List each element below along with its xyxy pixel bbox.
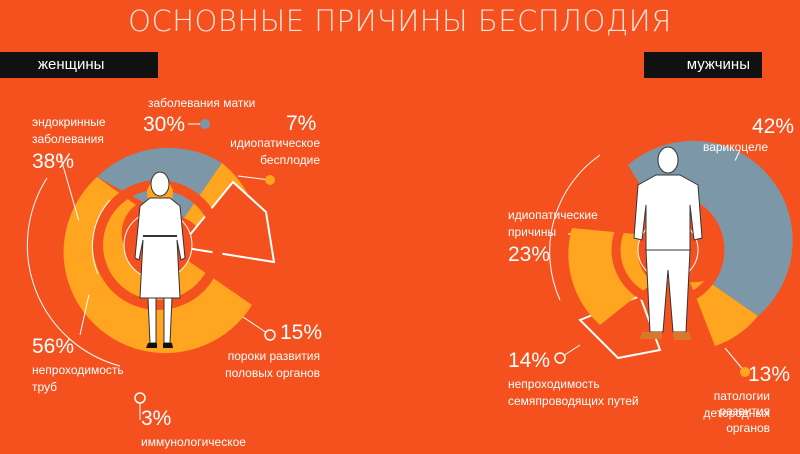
- women-value-uterus: 30%: [143, 113, 186, 136]
- women-dot-endocrine: [75, 220, 85, 230]
- women-dot-tubal: [85, 285, 95, 295]
- women-label-idiopathic-2: бесплодие: [260, 153, 320, 167]
- women-label-malformations-2: половых органов: [225, 366, 320, 380]
- women-dot-immuno: [134, 392, 146, 404]
- women-label-immuno: иммунологическое: [141, 435, 246, 449]
- man-trousers: [645, 249, 691, 333]
- women-dot-uterus: [200, 119, 210, 129]
- women-value-idiopathic: 7%: [286, 112, 317, 135]
- women-value-tubal: 56%: [32, 335, 75, 358]
- women-label-malformations-1: пороки развития: [227, 349, 320, 363]
- men-label-pathology-1: патологии развития: [713, 389, 770, 418]
- women-label-tubal-1: непроходимость: [32, 363, 124, 377]
- men-dot-idiopathic: [570, 229, 580, 239]
- men-label-idiopathic-2: причины: [508, 225, 557, 239]
- women-dot-idiopathic: [265, 175, 275, 185]
- tab-women: женщины: [0, 52, 158, 78]
- man-figure: [633, 146, 703, 340]
- men-value-pathology: 13%: [748, 363, 791, 386]
- women-value-immuno: 3%: [141, 407, 172, 430]
- women-outer-arc: [26, 177, 121, 367]
- women-dot-malformations: [264, 329, 276, 341]
- tab-men: мужчины: [644, 52, 762, 78]
- men-dot-varicocele: [728, 160, 738, 170]
- men-outer-arc: [549, 154, 601, 301]
- woman-head: [150, 171, 170, 197]
- men-label-obstruction-1: непроходимость: [508, 377, 600, 391]
- women-value-malformations: 15%: [280, 321, 323, 344]
- men-dot-obstruction: [554, 352, 566, 364]
- man-head: [657, 146, 679, 174]
- men-slice-pathology: [690, 280, 758, 346]
- men-label-obstruction-2: семяпроводящих путей: [508, 394, 639, 408]
- women-label-idiopathic-1: идиопатическое: [230, 136, 320, 150]
- women-slice-tubal: [64, 246, 252, 354]
- woman-figure: [134, 171, 186, 348]
- women-label-tubal-2: труб: [32, 380, 58, 394]
- man-shoes: [640, 332, 692, 340]
- men-dot-pathology: [740, 367, 750, 377]
- women-slice-malformations: [178, 180, 276, 264]
- men-value-idiopathic: 23%: [508, 243, 551, 266]
- women-label-endocrine-2: заболевания: [32, 132, 104, 146]
- men-label-pathology-2: детородных органов: [703, 406, 770, 435]
- men-slice-idiopathic: [568, 228, 654, 325]
- men-value-varicocele: 42%: [752, 115, 795, 138]
- men-value-obstruction: 14%: [508, 349, 551, 372]
- women-label-endocrine-1: эндокринные: [32, 115, 106, 129]
- page-title: ОСНОВНЫЕ ПРИЧИНЫ БЕСПЛОДИЯ: [128, 4, 672, 38]
- men-label-varicocele: варикоцеле: [702, 140, 768, 154]
- women-label-uterus: заболевания матки: [148, 96, 256, 110]
- women-inner-arc: [91, 199, 111, 275]
- woman-shoes: [146, 343, 173, 348]
- men-label-idiopathic-1: идиопатические: [508, 208, 598, 222]
- woman-dress: [134, 197, 186, 299]
- women-value-endocrine: 38%: [32, 150, 75, 173]
